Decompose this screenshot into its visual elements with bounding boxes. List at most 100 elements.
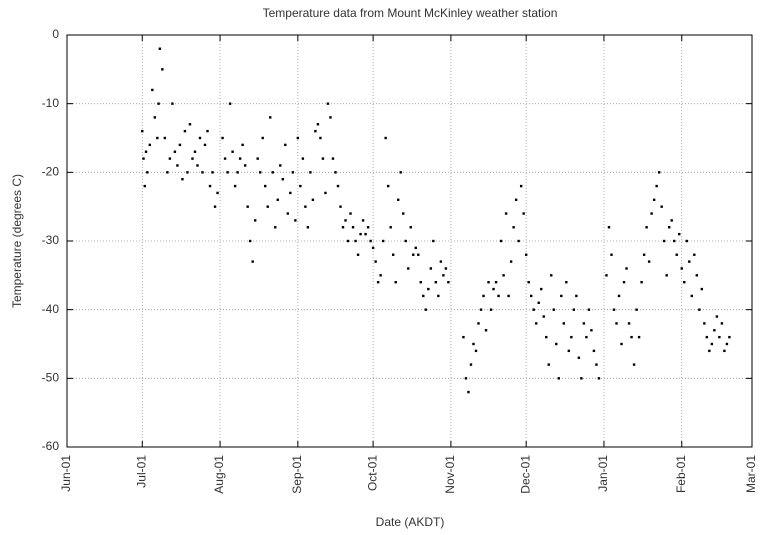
point — [349, 212, 352, 215]
point — [652, 198, 656, 201]
point — [432, 239, 435, 243]
point — [376, 281, 380, 284]
point — [384, 136, 387, 140]
point — [662, 239, 666, 243]
point — [509, 260, 513, 263]
point — [487, 281, 490, 284]
x-tick-label: Jun-01 — [59, 455, 73, 492]
y-tick-label: -20 — [42, 165, 60, 179]
point — [477, 322, 480, 325]
point — [542, 315, 545, 318]
point — [163, 136, 167, 140]
point — [422, 294, 425, 298]
point — [703, 322, 706, 325]
plot-frame — [66, 34, 753, 448]
point — [575, 294, 578, 298]
point — [304, 205, 307, 208]
point — [391, 253, 395, 256]
point — [718, 335, 721, 339]
point — [326, 102, 330, 105]
point — [620, 342, 623, 346]
point — [484, 329, 488, 332]
point — [241, 143, 244, 147]
point — [688, 260, 691, 263]
point — [151, 88, 154, 92]
point — [499, 239, 503, 243]
point — [409, 226, 412, 229]
point — [329, 116, 332, 119]
point — [434, 281, 438, 284]
point — [208, 184, 212, 188]
y-tick-label: -60 — [42, 439, 60, 453]
point — [587, 308, 591, 311]
point — [394, 281, 397, 284]
point — [572, 308, 576, 311]
point — [710, 342, 714, 346]
point — [512, 226, 515, 229]
point — [517, 239, 520, 243]
x-tick-label: Sep-01 — [290, 455, 304, 494]
point — [610, 253, 613, 256]
point — [231, 150, 234, 153]
point — [146, 171, 149, 174]
point — [582, 322, 586, 325]
point — [560, 294, 563, 298]
point — [186, 171, 189, 174]
point — [728, 335, 731, 339]
point — [522, 212, 525, 215]
point — [552, 308, 555, 311]
point — [407, 267, 410, 270]
point — [437, 294, 440, 298]
point — [414, 246, 417, 250]
point — [264, 184, 267, 188]
point — [289, 191, 292, 195]
point — [176, 164, 179, 167]
point — [683, 281, 686, 284]
point — [590, 329, 593, 332]
y-axis-label: Temperature (degrees C) — [10, 174, 24, 308]
point — [256, 157, 259, 160]
point — [284, 143, 287, 147]
x-tick-label: Feb-01 — [674, 455, 688, 493]
point — [228, 102, 232, 105]
x-tick-label: Jan-01 — [596, 455, 610, 492]
point — [321, 157, 325, 160]
point — [469, 363, 473, 366]
point — [482, 294, 485, 298]
point — [173, 150, 177, 153]
point — [253, 219, 257, 222]
point — [351, 226, 355, 229]
point — [276, 198, 279, 201]
point — [472, 342, 475, 346]
point — [547, 363, 550, 366]
point — [713, 329, 716, 332]
y-tick-label: -40 — [42, 302, 60, 316]
point — [341, 226, 345, 229]
point — [216, 191, 219, 195]
point — [296, 136, 300, 140]
point — [389, 226, 392, 229]
point — [198, 136, 202, 140]
point — [344, 219, 347, 222]
point — [339, 205, 342, 208]
point — [665, 274, 668, 277]
point — [535, 322, 538, 325]
point — [156, 136, 159, 140]
y-tick-label: -30 — [42, 233, 60, 247]
point — [660, 205, 663, 208]
point — [236, 171, 239, 174]
point — [557, 377, 560, 380]
point — [442, 274, 445, 277]
point — [492, 287, 495, 291]
x-axis-label: Date (AKDT) — [376, 515, 445, 529]
point — [555, 342, 558, 346]
point — [690, 294, 693, 298]
point — [274, 226, 277, 229]
point — [193, 150, 197, 153]
point — [143, 184, 146, 188]
point — [655, 184, 658, 188]
point — [565, 281, 568, 284]
point — [336, 184, 340, 188]
point — [201, 171, 204, 174]
point — [402, 212, 405, 215]
